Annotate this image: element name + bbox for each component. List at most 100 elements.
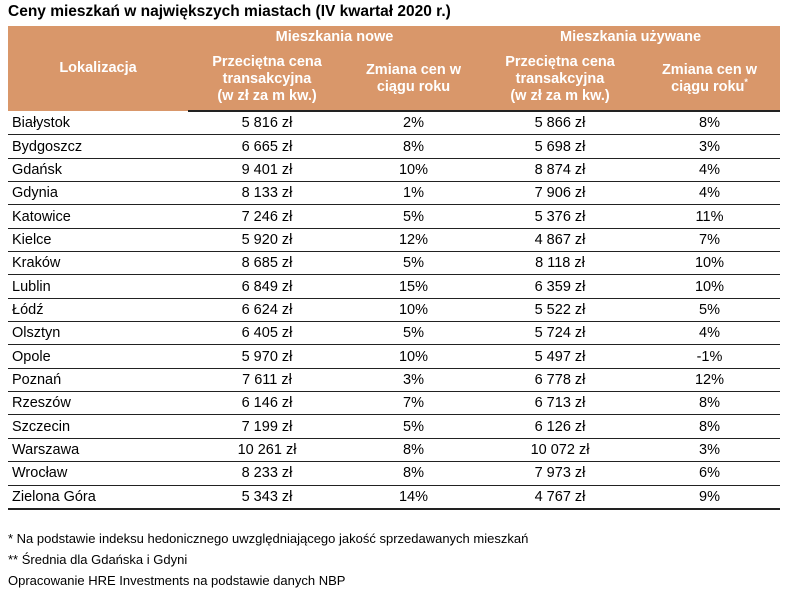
- used-change-cell: 12%: [639, 368, 780, 393]
- new-change-cell: 7%: [346, 391, 481, 416]
- new-price-cell: 8 233 zł: [188, 461, 346, 486]
- used-price-cell: 8 874 zł: [481, 158, 639, 183]
- new-change-cell: 5%: [346, 204, 481, 229]
- used-change-cell: 10%: [639, 251, 780, 276]
- header-text: (w zł za m kw.): [217, 87, 317, 104]
- header-text: ciągu roku: [671, 79, 745, 95]
- city-cell: Bydgoszcz: [8, 134, 188, 159]
- footnotes: * Na podstawie indeksu hedonicznego uwzg…: [8, 528, 528, 591]
- used-price-cell: 6 778 zł: [481, 368, 639, 393]
- header-text: transakcyjna: [222, 70, 312, 87]
- city-cell: Gdynia: [8, 181, 188, 206]
- used-price-cell: 5 522 zł: [481, 298, 639, 323]
- used-price-cell: 6 126 zł: [481, 414, 639, 439]
- footnote-hedonic: * Na podstawie indeksu hedonicznego uwzg…: [8, 531, 529, 546]
- table-row: Zielona Góra 5 343 zł 14% 4 767 zł 9%: [8, 485, 780, 510]
- new-price-cell: 6 665 zł: [188, 134, 346, 159]
- used-price-cell: 4 767 zł: [481, 485, 639, 510]
- source-note: Opracowanie HRE Investments na podstawie…: [8, 573, 346, 588]
- new-price-cell: 5 920 zł: [188, 228, 346, 253]
- used-change-cell: 4%: [639, 321, 780, 346]
- used-change-cell: 3%: [639, 134, 780, 159]
- new-price-cell: 5 343 zł: [188, 485, 346, 510]
- header-text: (w zł za m kw.): [510, 87, 610, 104]
- city-cell: Katowice: [8, 204, 188, 229]
- new-change-cell: 3%: [346, 368, 481, 393]
- used-change-cell: 3%: [639, 438, 780, 463]
- new-price-cell: 5 816 zł: [188, 111, 346, 136]
- table-row: Gdańsk 9 401 zł 10% 8 874 zł 4%: [8, 158, 780, 183]
- table-row: Poznań 7 611 zł 3% 6 778 zł 12%: [8, 368, 780, 393]
- used-price-cell: 7 973 zł: [481, 461, 639, 486]
- used-change-cell: 10%: [639, 274, 780, 299]
- city-cell: Wrocław: [8, 461, 188, 486]
- footnote-marker: *: [744, 77, 748, 88]
- table-row: Bydgoszcz 6 665 zł 8% 5 698 zł 3%: [8, 134, 780, 159]
- table-row: Katowice 7 246 zł 5% 5 376 zł 11%: [8, 204, 780, 229]
- new-change-cell: 5%: [346, 414, 481, 439]
- new-change-cell: 8%: [346, 134, 481, 159]
- table-row: Lublin 6 849 zł 15% 6 359 zł 10%: [8, 274, 780, 299]
- table-row: Olsztyn 6 405 zł 5% 5 724 zł 4%: [8, 321, 780, 346]
- new-price-cell: 8 133 zł: [188, 181, 346, 206]
- header-text: Przeciętna cena: [505, 53, 615, 70]
- table-row: Rzeszów 6 146 zł 7% 6 713 zł 8%: [8, 391, 780, 416]
- new-price-cell: 6 405 zł: [188, 321, 346, 346]
- used-price-cell: 4 867 zł: [481, 228, 639, 253]
- new-price-cell: 10 261 zł: [188, 438, 346, 463]
- city-cell: Olsztyn: [8, 321, 188, 346]
- header-text: Przeciętna cena: [212, 53, 322, 70]
- table-row: Opole 5 970 zł 10% 5 497 zł -1%: [8, 344, 780, 369]
- new-price-cell: 5 970 zł: [188, 344, 346, 369]
- new-change-cell: 2%: [346, 111, 481, 136]
- new-price-cell: 8 685 zł: [188, 251, 346, 276]
- new-change-cell: 8%: [346, 461, 481, 486]
- header-location: Lokalizacja: [8, 26, 188, 111]
- header-group-used: Mieszkania używane: [481, 26, 780, 48]
- new-change-cell: 5%: [346, 321, 481, 346]
- used-change-cell: 4%: [639, 181, 780, 206]
- used-price-cell: 6 359 zł: [481, 274, 639, 299]
- city-cell: Lublin: [8, 274, 188, 299]
- city-cell: Białystok: [8, 111, 188, 136]
- new-change-cell: 14%: [346, 485, 481, 510]
- table-row: Kielce 5 920 zł 12% 4 867 zł 7%: [8, 228, 780, 253]
- used-change-cell: 9%: [639, 485, 780, 510]
- used-price-cell: 5 497 zł: [481, 344, 639, 369]
- used-price-cell: 10 072 zł: [481, 438, 639, 463]
- header-text: Zmiana cen w: [365, 62, 462, 78]
- new-price-cell: 7 246 zł: [188, 204, 346, 229]
- city-cell: Gdańsk: [8, 158, 188, 183]
- city-cell: Warszawa: [8, 438, 188, 463]
- table-row: Białystok 5 816 zł 2% 5 866 zł 8%: [8, 111, 780, 136]
- city-cell: Kielce: [8, 228, 188, 253]
- footnote-average: ** Średnia dla Gdańska i Gdyni: [8, 552, 188, 567]
- table-row: Warszawa 10 261 zł 8% 10 072 zł 3%: [8, 438, 780, 463]
- header-text: transakcyjna: [515, 70, 605, 87]
- table-header: Lokalizacja Mieszkania nowe Mieszkania u…: [8, 26, 780, 112]
- city-cell: Rzeszów: [8, 391, 188, 416]
- header-new-avg-price: Przeciętna cena transakcyjna (w zł za m …: [188, 48, 346, 112]
- used-change-cell: -1%: [639, 344, 780, 369]
- used-price-cell: 8 118 zł: [481, 251, 639, 276]
- table-row: Kraków 8 685 zł 5% 8 118 zł 10%: [8, 251, 780, 276]
- used-change-cell: 4%: [639, 158, 780, 183]
- new-change-cell: 12%: [346, 228, 481, 253]
- used-change-cell: 6%: [639, 461, 780, 486]
- header-text: Zmiana cen w: [661, 62, 758, 78]
- page-title: Ceny mieszkań w największych miastach (I…: [8, 3, 451, 20]
- used-change-cell: 8%: [639, 391, 780, 416]
- header-group-new: Mieszkania nowe: [188, 26, 481, 48]
- new-price-cell: 6 624 zł: [188, 298, 346, 323]
- table-row: Gdynia 8 133 zł 1% 7 906 zł 4%: [8, 181, 780, 206]
- used-price-cell: 5 724 zł: [481, 321, 639, 346]
- header-new-change: Zmiana cen w ciągu roku: [346, 48, 481, 112]
- new-change-cell: 10%: [346, 158, 481, 183]
- used-change-cell: 7%: [639, 228, 780, 253]
- new-change-cell: 10%: [346, 344, 481, 369]
- new-change-cell: 10%: [346, 298, 481, 323]
- header-used-avg-price: Przeciętna cena transakcyjna (w zł za m …: [481, 48, 639, 112]
- city-cell: Opole: [8, 344, 188, 369]
- used-price-cell: 5 866 zł: [481, 111, 639, 136]
- new-change-cell: 1%: [346, 181, 481, 206]
